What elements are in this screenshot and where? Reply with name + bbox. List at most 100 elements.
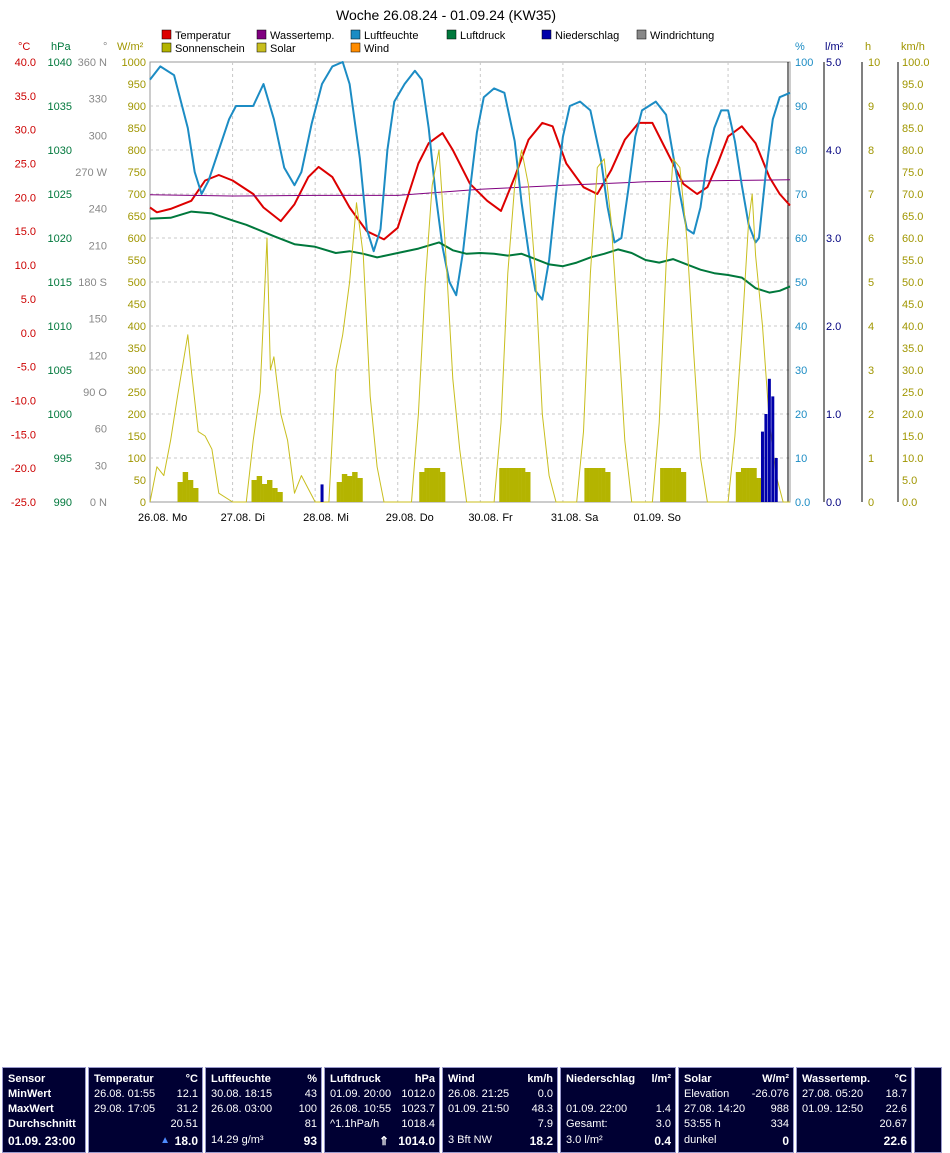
tick-wind: 100.0: [902, 57, 930, 69]
wind-current: 18.2: [529, 1134, 553, 1148]
sunshine-bar: [601, 468, 604, 502]
tick-solar: 950: [128, 79, 146, 91]
x-tick-date: 26.08.: [138, 512, 169, 524]
tick-pressure: 995: [54, 453, 72, 465]
sunshine-bar: [747, 468, 750, 502]
wind-avg: 7.9: [537, 1118, 553, 1130]
sunshine-bar: [360, 478, 363, 502]
sunshine-bar: [341, 474, 344, 502]
tick-wind: 35.0: [902, 343, 923, 355]
tick-solar: 650: [128, 211, 146, 223]
sunshine-bar: [680, 472, 683, 502]
chart-legend: Temperatur Wassertemp. Luftfeuchte Luftdruc…: [161, 29, 714, 55]
temp-title: Temperatur: [94, 1073, 154, 1085]
tick-direction: 30: [95, 460, 107, 472]
sunshine-bar: [735, 472, 738, 502]
tick-direction: 330: [89, 94, 107, 106]
rain-current: 0.4: [654, 1134, 671, 1148]
tick-temp: 40.0: [15, 57, 36, 69]
tick-solar: 100: [128, 453, 146, 465]
series-solar: [149, 149, 790, 503]
tick-wind: 10.0: [902, 453, 923, 465]
tick-wind: 30.0: [902, 365, 923, 377]
sunshine-bar: [660, 468, 663, 502]
tick-temp: 30.0: [15, 125, 36, 137]
rain-bar: [760, 431, 764, 502]
tick-wind: 85.0: [902, 123, 923, 135]
sunshine-bar: [754, 468, 757, 502]
tick-wind: 5.0: [902, 475, 917, 487]
tick-humidity: 60: [795, 233, 807, 245]
legend-label: Windrichtung: [650, 30, 714, 42]
tick-sunshine: 7: [868, 189, 874, 201]
rain-max-time: 01.09. 22:00: [566, 1103, 628, 1115]
tick-pressure: 1030: [48, 145, 72, 157]
avg-label: Durchschnitt: [8, 1118, 76, 1130]
tick-solar: 600: [128, 233, 146, 245]
tick-humidity: 80: [795, 145, 807, 157]
x-tick-date: 27.08.: [221, 512, 252, 524]
sunshine-bar: [427, 468, 430, 502]
sunshine-bar: [756, 478, 759, 502]
hum-current: 93: [303, 1134, 317, 1148]
axis-unit-solar: W/m²: [117, 41, 144, 53]
sunshine-bar: [666, 468, 669, 502]
sunshine-bar: [682, 472, 685, 502]
x-tick-weekday: Sa: [585, 512, 599, 524]
y-axes: 40.035.030.025.020.015.010.05.00.0-5.0-1…: [11, 57, 930, 509]
legend-swatch: [350, 29, 361, 40]
sunshine-bar: [273, 488, 276, 502]
sunshine-bar: [265, 484, 268, 502]
hum-title: Luftfeuchte: [211, 1073, 271, 1085]
sunshine-bar: [605, 472, 608, 502]
sunshine-bar: [504, 468, 507, 502]
sunshine-bar: [422, 472, 425, 502]
sunshine-bar: [751, 468, 754, 502]
tick-wind: 50.0: [902, 277, 923, 289]
sunshine-bar: [279, 492, 282, 502]
series-luftfeuchte: [149, 61, 791, 301]
tick-pressure: 1015: [48, 277, 72, 289]
sunshine-bar: [589, 468, 592, 502]
tick-solar: 50: [134, 475, 146, 487]
axis-unit-humidity: %: [795, 41, 805, 53]
press-avg: 1018.4: [401, 1118, 435, 1130]
water-temp-box: Wassertemp. °C 27.08. 05:20 18.7 01.09. 12…: [796, 1067, 912, 1153]
tick-solar: 750: [128, 167, 146, 179]
tick-wind: 15.0: [902, 431, 923, 443]
tick-direction: 360 N: [78, 57, 107, 69]
series-luftdruck: [149, 210, 791, 294]
sunshine-bar: [663, 468, 666, 502]
tick-solar: 800: [128, 145, 146, 157]
tick-rain: 4.0: [826, 145, 841, 157]
sunshine-bar: [275, 488, 278, 502]
temp-current: 18.0: [174, 1134, 198, 1148]
tick-direction: 270 W: [75, 167, 107, 179]
tick-temp: 35.0: [15, 91, 36, 103]
rain-total: 3.0: [655, 1118, 671, 1130]
sunshine-bar: [739, 472, 742, 502]
tick-rain: 2.0: [826, 321, 841, 333]
sunshine-bar: [509, 468, 512, 502]
tick-pressure: 1040: [48, 57, 72, 69]
x-tick-date: 31.08.: [551, 512, 582, 524]
sunshine-bar: [661, 468, 664, 502]
press-trend-icon: ⇑: [378, 1134, 389, 1148]
legend-swatch: [636, 29, 647, 40]
tick-wind: 75.0: [902, 167, 923, 179]
tick-direction: 150: [89, 314, 107, 326]
water-max-time: 01.09. 12:50: [802, 1103, 864, 1115]
sunshine-bar: [280, 492, 283, 502]
sunshine-bar: [608, 472, 611, 502]
x-tick-weekday: Fr: [502, 512, 513, 524]
rain-title: Niederschlag: [566, 1073, 636, 1085]
tick-solar: 0: [140, 497, 146, 509]
tick-pressure: 1000: [48, 409, 72, 421]
tick-sunshine: 2: [868, 409, 874, 421]
axis-unit-wind: km/h: [901, 41, 925, 53]
axis-unit-temp: °C: [18, 41, 30, 53]
tick-pressure: 1020: [48, 233, 72, 245]
solar-max-value: 988: [770, 1103, 789, 1115]
tick-humidity: 50: [795, 277, 807, 289]
tick-rain: 5.0: [826, 57, 841, 69]
